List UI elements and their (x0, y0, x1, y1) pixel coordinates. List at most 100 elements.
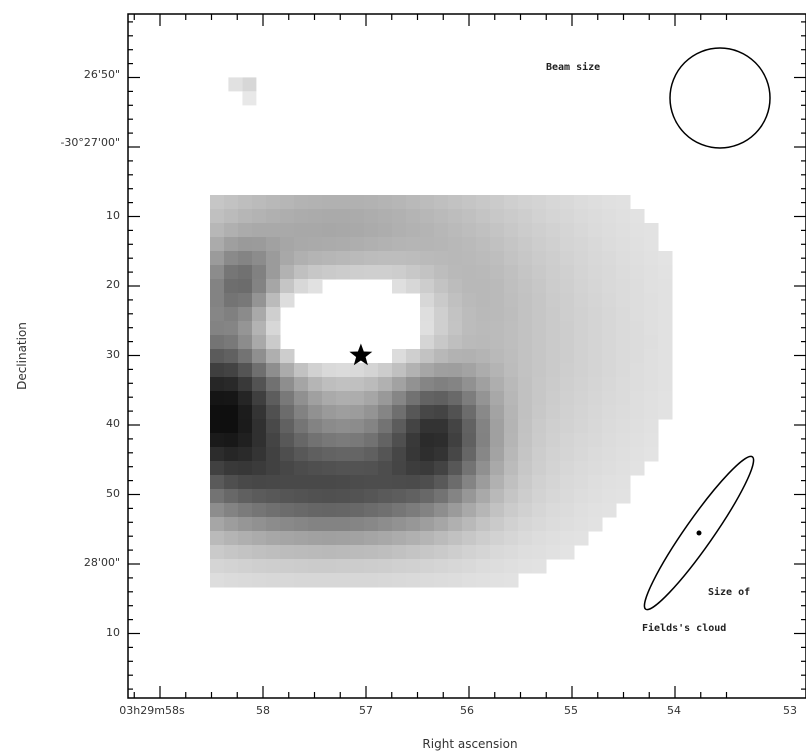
heatmap-cell (518, 307, 533, 322)
heatmap-cell (476, 489, 491, 504)
heatmap-cell (462, 251, 477, 266)
heatmap-cell (504, 405, 519, 420)
heatmap-cell (420, 349, 435, 364)
heatmap-cell (224, 503, 239, 518)
heatmap-cell (560, 293, 575, 308)
heatmap-cell (224, 209, 239, 224)
heatmap-cell (476, 251, 491, 266)
heatmap-cell (420, 377, 435, 392)
heatmap-cell (630, 377, 645, 392)
heatmap-cell (238, 377, 253, 392)
heatmap-cell (602, 195, 617, 210)
heatmap-cell (336, 223, 351, 238)
heatmap-cell (560, 279, 575, 294)
heatmap-cell (252, 363, 267, 378)
heatmap-cell (658, 335, 673, 350)
heatmap-cell (308, 419, 323, 434)
heatmap-cell (560, 349, 575, 364)
heatmap-cell (350, 237, 365, 252)
heatmap-cell (658, 321, 673, 336)
heatmap-cell (406, 237, 421, 252)
source-size-label-line1: Size of (708, 586, 750, 598)
heatmap-cell (560, 209, 575, 224)
heatmap-cell (350, 433, 365, 448)
heatmap-cell (560, 335, 575, 350)
heatmap-cell (532, 503, 547, 518)
heatmap-cell (364, 573, 379, 588)
heatmap-cell (574, 195, 589, 210)
heatmap-cell (602, 391, 617, 406)
heatmap-cell (434, 419, 449, 434)
heatmap-cell (630, 279, 645, 294)
heatmap-cell (588, 447, 603, 462)
heatmap-cell (532, 531, 547, 546)
heatmap-cell (518, 531, 533, 546)
heatmap-cell (560, 531, 575, 546)
heatmap-cell (322, 363, 337, 378)
heatmap-cell (294, 377, 309, 392)
heatmap-cell (518, 223, 533, 238)
heatmap-cell (462, 265, 477, 280)
heatmap-cell (462, 573, 477, 588)
heatmap-cell (266, 475, 281, 490)
heatmap-cell (252, 349, 267, 364)
heatmap-cell (504, 265, 519, 280)
heatmap-cell (462, 237, 477, 252)
heatmap-cell (588, 391, 603, 406)
heatmap-cell (616, 391, 631, 406)
heatmap-cell (574, 461, 589, 476)
heatmap-cell (238, 237, 253, 252)
heatmap-cell (560, 489, 575, 504)
heatmap-cell (364, 461, 379, 476)
heatmap-cell (630, 405, 645, 420)
source-size-ellipse (643, 455, 755, 611)
heatmap-cell (490, 209, 505, 224)
heatmap-cell (364, 531, 379, 546)
heatmap-cell (574, 503, 589, 518)
heatmap-cell (406, 377, 421, 392)
heatmap-cell (294, 559, 309, 574)
heatmap-cell (224, 405, 239, 420)
heatmap-cell (420, 489, 435, 504)
heatmap-cell (630, 363, 645, 378)
heatmap-cell (406, 573, 421, 588)
heatmap-cell (574, 433, 589, 448)
heatmap-cell (588, 307, 603, 322)
heatmap-cell (294, 447, 309, 462)
heatmap-cell (322, 195, 337, 210)
heatmap-cell (378, 419, 393, 434)
heatmap-cell (448, 573, 463, 588)
heatmap-cell (336, 377, 351, 392)
heatmap-cell (616, 489, 631, 504)
beam-size-label: Beam size (546, 61, 600, 73)
heatmap-cell (364, 517, 379, 532)
heatmap-cell (546, 349, 561, 364)
heatmap-cell (322, 489, 337, 504)
heatmap-cell (490, 573, 505, 588)
heatmap-cell (350, 517, 365, 532)
heatmap-cell (350, 573, 365, 588)
heatmap-cell (658, 293, 673, 308)
heatmap-cell (378, 475, 393, 490)
heatmap-cell (504, 545, 519, 560)
heatmap-cell (588, 209, 603, 224)
heatmap-cell (476, 461, 491, 476)
heatmap-cell (434, 209, 449, 224)
heatmap-cell (322, 433, 337, 448)
heatmap-cell (644, 405, 659, 420)
heatmap-cell (532, 293, 547, 308)
heatmap-cell (210, 237, 225, 252)
heatmap-cell (546, 377, 561, 392)
heatmap-cell (322, 251, 337, 266)
heatmap-cell (266, 419, 281, 434)
heatmap-cell (252, 377, 267, 392)
heatmap-cell (210, 363, 225, 378)
heatmap-cell (350, 545, 365, 560)
heatmap-cell (532, 447, 547, 462)
heatmap-cell (252, 237, 267, 252)
heatmap-cell (210, 349, 225, 364)
source-centre-dot (696, 530, 702, 536)
heatmap-cell (602, 237, 617, 252)
heatmap-cell (350, 209, 365, 224)
heatmap-cell (406, 489, 421, 504)
